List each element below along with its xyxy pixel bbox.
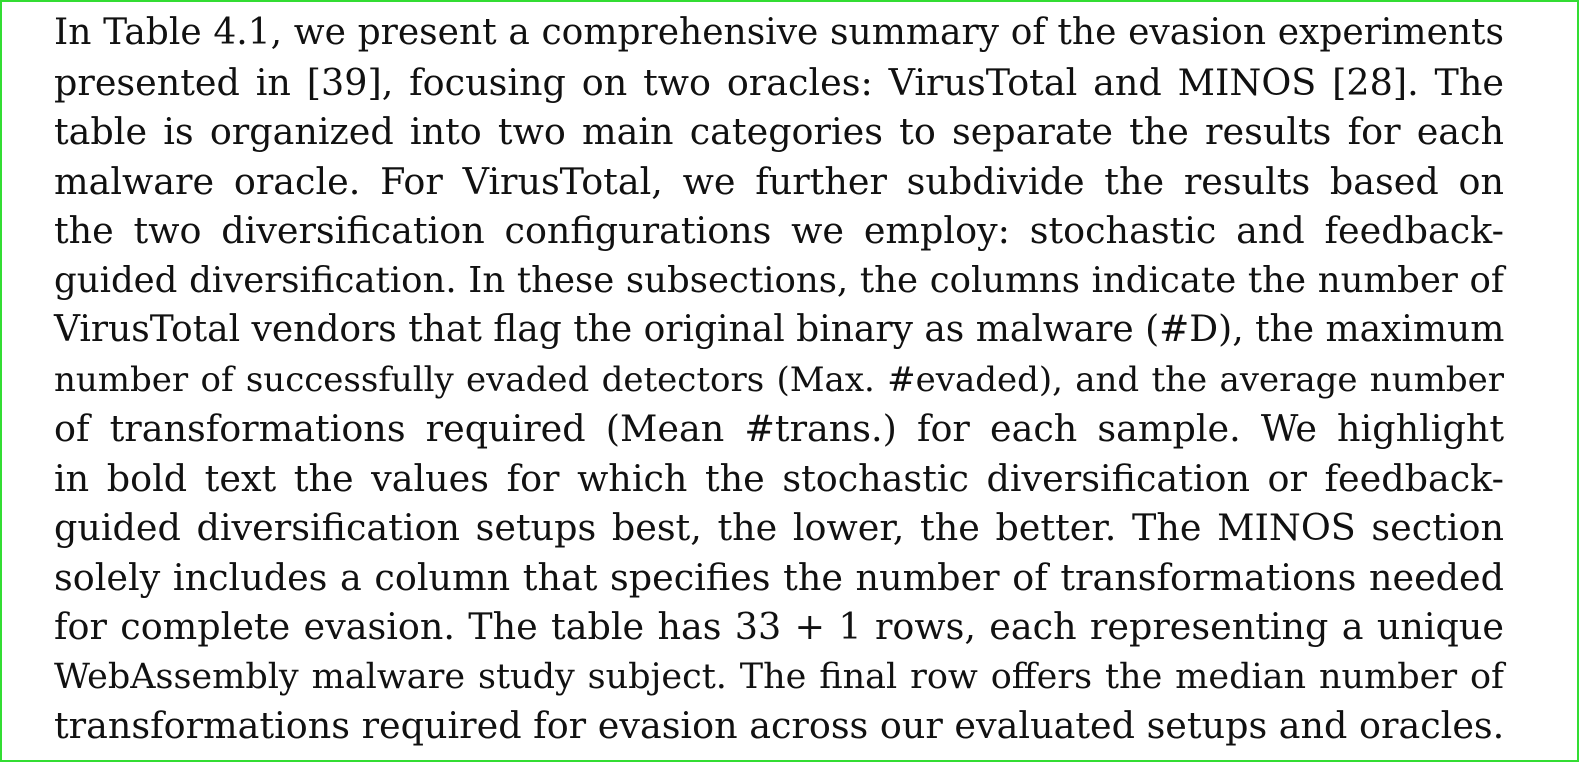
- paragraph-line-5: the two diversification configurations w…: [54, 209, 1504, 252]
- paragraph-line-1: In Table 4.1, we present a comprehensive…: [54, 12, 1504, 53]
- paragraph-line-10: in bold text the values for which the st…: [54, 456, 1504, 500]
- body-paragraph: In Table 4.1, we present a comprehensive…: [54, 2, 1505, 747]
- paragraph-line-13: for complete evasion. The table has 33 +…: [54, 605, 1504, 648]
- paragraph-line-12: solely includes a column that specifies …: [54, 555, 1504, 599]
- paragraph-line-6: guided diversification. In these subsect…: [54, 259, 1504, 301]
- paragraph-line-15: transformations required for evasion acr…: [54, 704, 1505, 747]
- paragraph-line-7: VirusTotal vendors that flag the origina…: [54, 309, 1505, 350]
- paragraph-line-2: presented in [39], focusing on two oracl…: [54, 60, 1504, 104]
- paragraph-line-11: guided diversification setups best, the …: [54, 506, 1504, 549]
- paragraph-line-14: WebAssembly malware study subject. The f…: [54, 656, 1504, 697]
- paragraph-line-4: malware oracle. For VirusTotal, we furth…: [54, 159, 1504, 203]
- paragraph-line-3: table is organized into two main categor…: [54, 110, 1504, 153]
- paragraph-line-9: of transformations required (Mean #trans…: [54, 407, 1504, 450]
- paragraph-line-8: number of successfully evaded detectors …: [54, 359, 1504, 400]
